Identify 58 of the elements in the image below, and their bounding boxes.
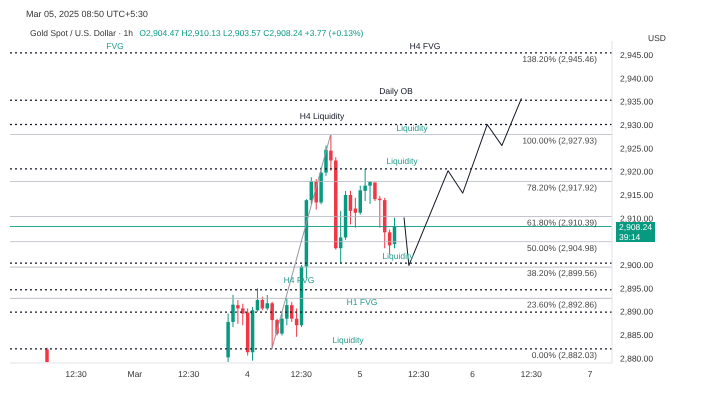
y-tick-label: 2,895.00 xyxy=(620,283,654,294)
y-tick-label: 2,925.00 xyxy=(620,143,654,154)
annotation: FVG xyxy=(105,41,125,52)
text: USD xyxy=(648,33,666,43)
annotation: Liquidity xyxy=(331,335,365,346)
x-tick-label: 12:30 xyxy=(520,369,542,380)
price-tag: 2,908.24 39:14 xyxy=(616,222,656,242)
annotation: Daily OB xyxy=(378,86,414,97)
ref-line-label: 0.00% (2,882.03) xyxy=(532,350,598,360)
chart-subtitle: O2,904.47 H2,910.13 L2,903.57 C2,908.24 +3.77 (+0.13%) xyxy=(139,28,364,38)
candlestick xyxy=(280,311,284,336)
y-tick-label: 2,910.00 xyxy=(620,213,654,224)
ref-line-label: 78.20% (2,917.92) xyxy=(527,182,598,192)
ref-line-label: 61.80% (2,910.39) xyxy=(527,218,598,228)
x-tick-label: 7 xyxy=(588,369,593,380)
candlestick xyxy=(266,294,270,311)
candlestick xyxy=(368,180,372,204)
candlestick xyxy=(290,301,294,322)
annotation: H4 FVG xyxy=(408,41,442,52)
y-tick-label: 2,880.00 xyxy=(620,353,654,364)
ref-line-label: 38.20% (2,899.56) xyxy=(527,268,598,278)
y-tick-label: 2,915.00 xyxy=(620,190,654,200)
ref-line-label: 100.00% (2,927.93) xyxy=(522,136,598,146)
y-tick-label: 2,930.00 xyxy=(620,120,654,130)
y-tick-label: 2,945.00 xyxy=(620,50,654,60)
x-tick-label: 4 xyxy=(245,369,250,380)
x-tick-label: Mar xyxy=(127,369,142,380)
annotation: Liquidity xyxy=(395,123,429,134)
ref-line-label: 50.00% (2,904.98) xyxy=(527,242,598,253)
candlestick xyxy=(256,288,260,312)
x-tick-label: 5 xyxy=(358,369,363,380)
candlestick xyxy=(329,134,333,172)
text: Mar 05, 2025 08:50 UTC+5:30 xyxy=(26,9,148,19)
y-tick-label: 2,885.00 xyxy=(620,330,654,340)
candlestick xyxy=(231,294,235,328)
annotation: H4 Liquidity xyxy=(298,111,346,122)
y-tick-label: 2,900.00 xyxy=(620,260,654,270)
x-tick-label: 12:30 xyxy=(65,369,87,380)
candlestick xyxy=(270,301,274,350)
y-tick-label: 2,920.00 xyxy=(620,166,654,177)
annotation: H1 FVG xyxy=(346,297,378,308)
ref-line-label: 138.20% (2,945.46) xyxy=(522,54,598,64)
y-tick-label: 2,940.00 xyxy=(620,73,654,84)
y-tick-label: 2,890.00 xyxy=(620,306,654,317)
x-tick-label: 6 xyxy=(470,369,476,380)
chart-title: Gold Spot / U.S. Dollar · 1h xyxy=(30,28,133,38)
ref-line-label: 23.60% (2,892.86) xyxy=(527,299,598,310)
candlestick xyxy=(260,296,264,311)
x-tick-label: 12:30 xyxy=(408,369,430,380)
candlestick xyxy=(294,308,298,338)
candlestick xyxy=(45,347,49,363)
y-tick-label: 2,935.00 xyxy=(620,96,654,107)
x-tick-label: 12:30 xyxy=(178,369,200,380)
annotation: Liquidity xyxy=(385,156,419,167)
candlestick xyxy=(310,176,314,205)
x-tick-label: 12:30 xyxy=(290,369,312,380)
candlestick xyxy=(285,298,289,326)
candlestick xyxy=(236,300,240,324)
